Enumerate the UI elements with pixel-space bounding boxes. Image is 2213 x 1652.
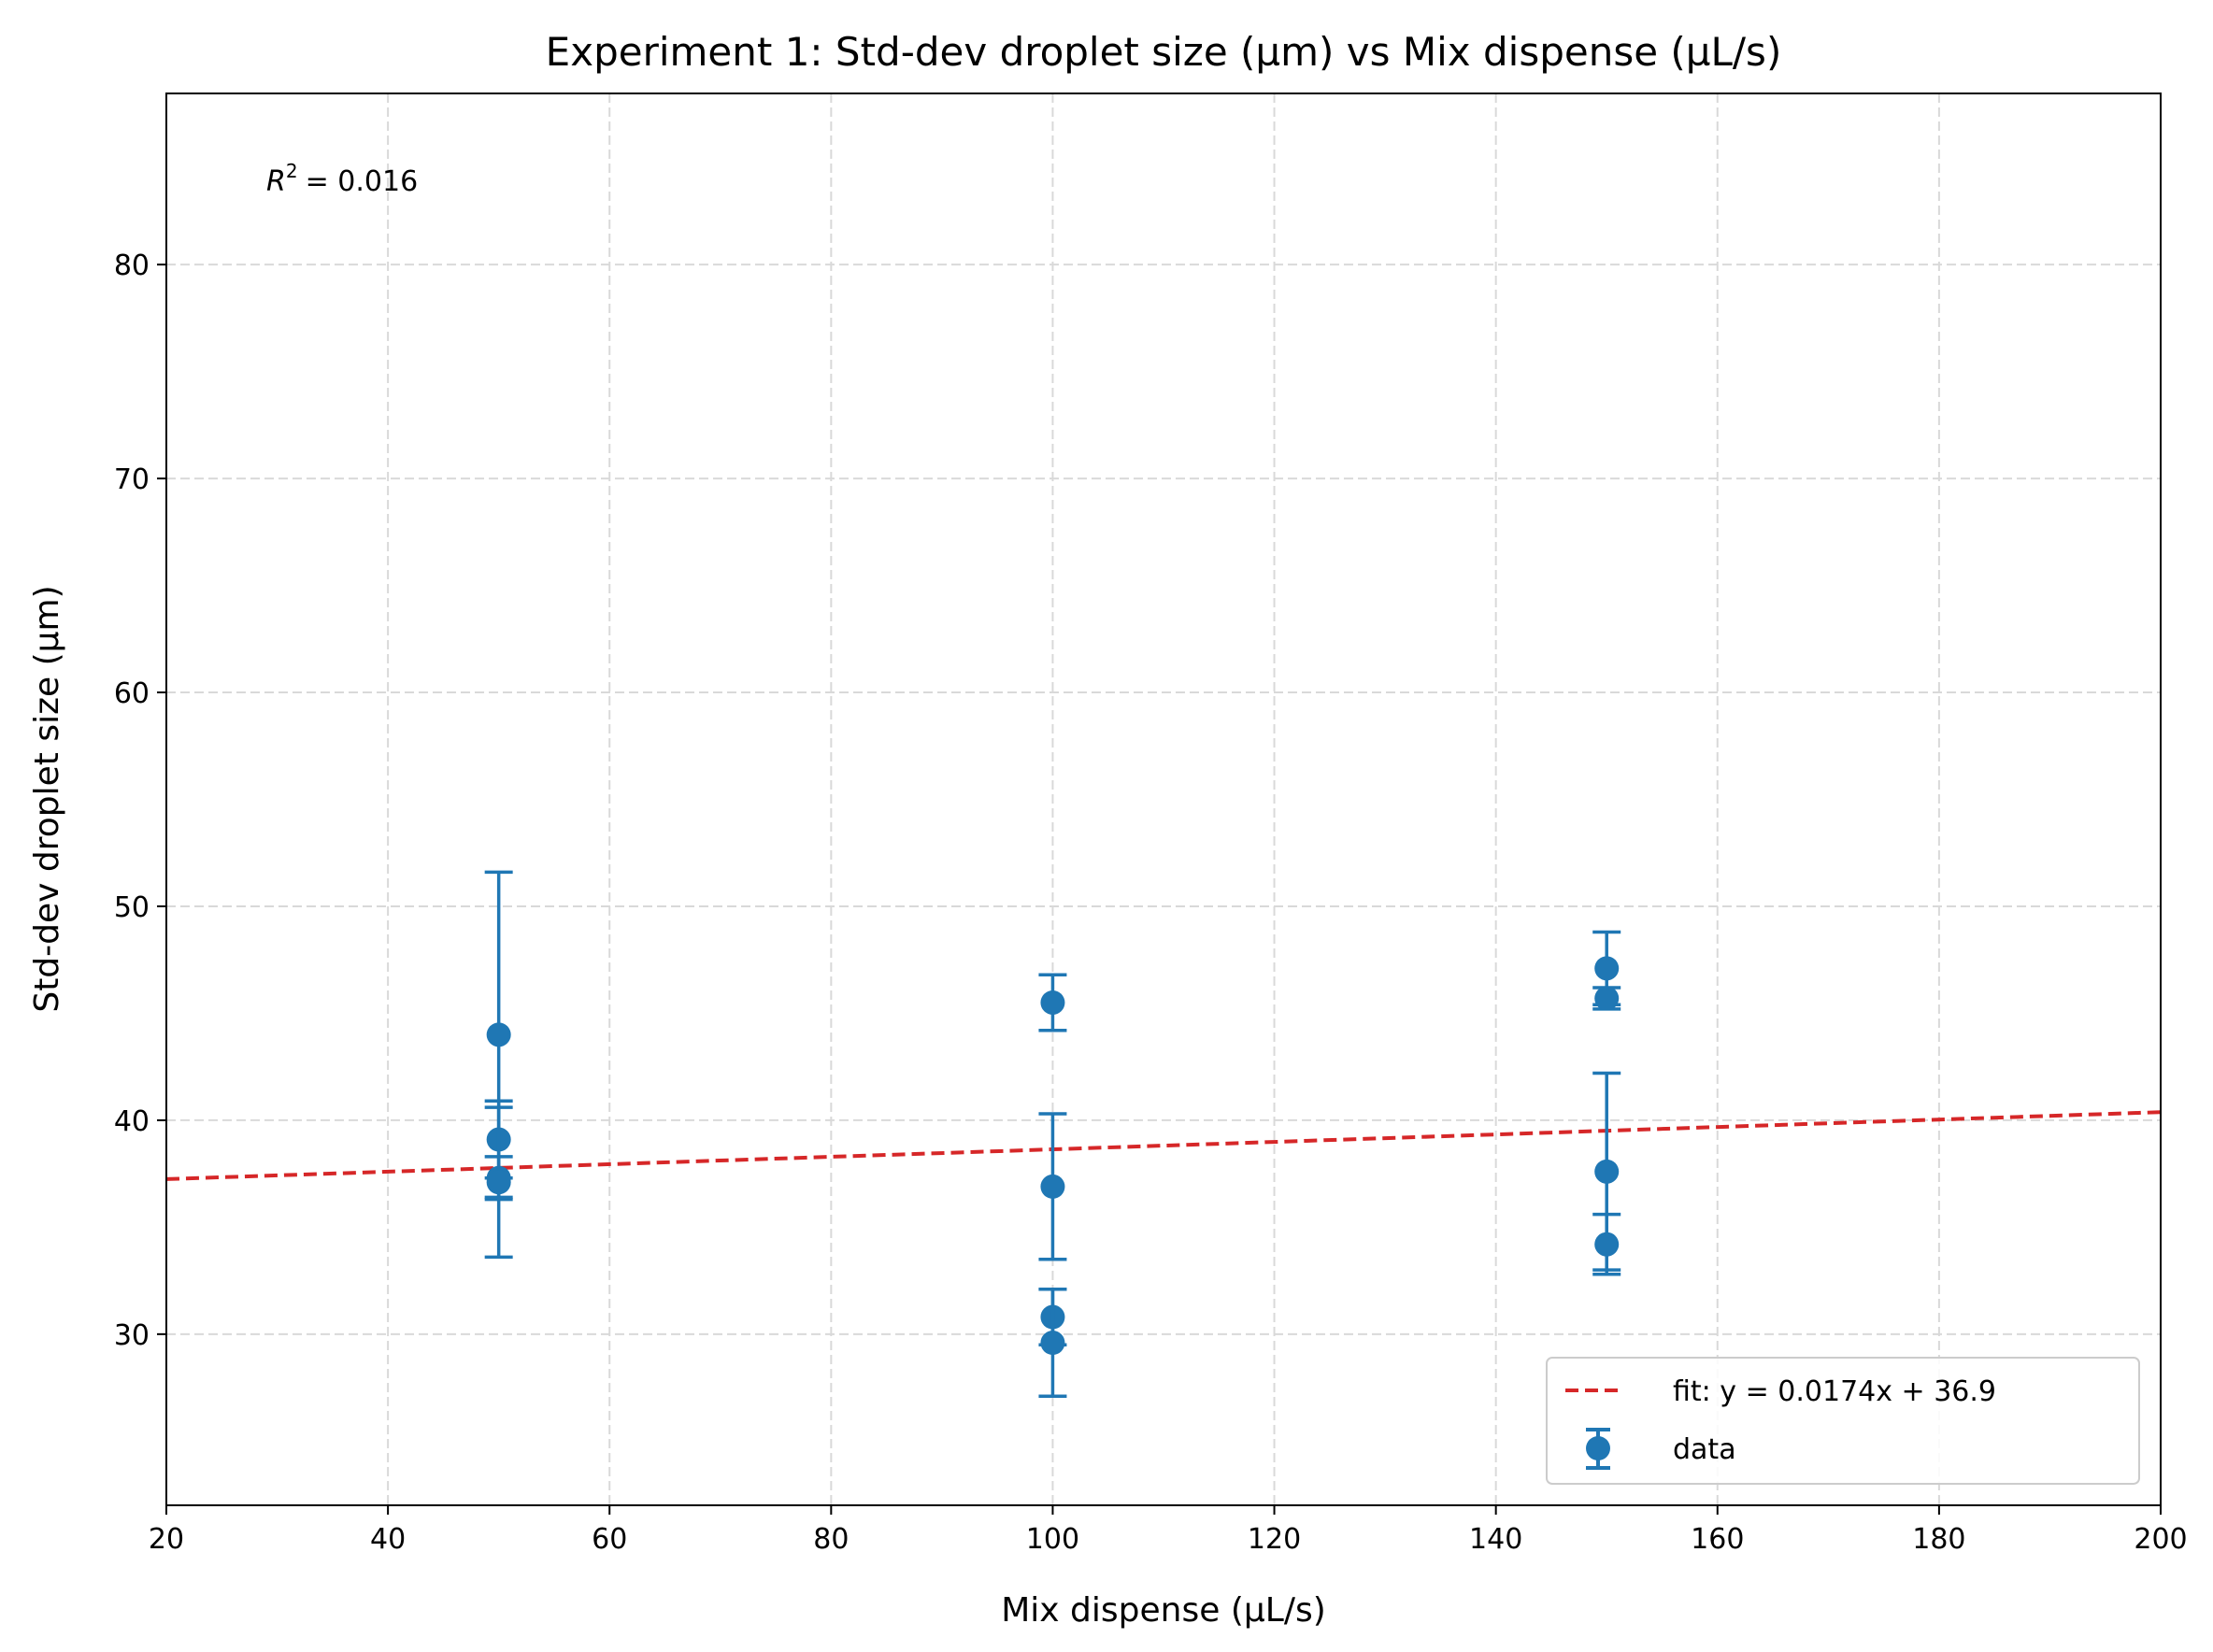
data-layer xyxy=(484,870,1621,1398)
y-tick-label: 80 xyxy=(114,249,150,282)
plot-frame xyxy=(165,93,2162,1506)
x-tick-label: 80 xyxy=(813,1523,849,1556)
data-marker xyxy=(1594,1232,1620,1257)
x-tick-label: 180 xyxy=(1912,1523,1965,1556)
y-tick-label: 40 xyxy=(114,1105,150,1138)
legend-data-swatch xyxy=(1586,1428,1610,1470)
data-marker xyxy=(1594,956,1620,981)
data-marker xyxy=(486,1170,511,1195)
legend-data-label: data xyxy=(1673,1433,1736,1466)
data-point xyxy=(484,1105,513,1260)
data-point xyxy=(1038,1288,1067,1398)
legend-box xyxy=(1546,1357,2140,1485)
x-tick-label: 100 xyxy=(1026,1523,1079,1556)
data-marker xyxy=(486,1022,511,1047)
grid xyxy=(166,93,2161,1505)
data-marker xyxy=(1040,1331,1065,1356)
data-marker xyxy=(1594,986,1620,1011)
data-point xyxy=(1038,973,1067,1032)
data-point xyxy=(1038,1112,1067,1261)
x-tick-label: 40 xyxy=(370,1523,406,1556)
y-tick-label: 50 xyxy=(114,891,150,924)
x-tick-label: 160 xyxy=(1691,1523,1744,1556)
x-tick-label: 120 xyxy=(1248,1523,1301,1556)
y-axis-label: Std-dev droplet size (µm) xyxy=(28,585,66,1012)
x-tick-label: 60 xyxy=(592,1523,627,1556)
chart-title: Experiment 1: Std-dev droplet size (µm) … xyxy=(546,29,1782,75)
legend: fit: y = 0.0174x + 36.9 data xyxy=(1546,1357,2140,1485)
ticks: 20 40 60 80 100 120 140 160 180 200 30 40 50 60 70 80 xyxy=(114,249,2188,1556)
data-point xyxy=(1592,986,1621,1011)
data-marker xyxy=(1594,1159,1620,1184)
x-axis-label: Mix dispense (µL/s) xyxy=(1001,1591,1326,1630)
data-point xyxy=(1592,1212,1621,1276)
y-tick-label: 60 xyxy=(114,677,150,710)
x-tick-label: 140 xyxy=(1469,1523,1522,1556)
y-tick-label: 30 xyxy=(114,1319,150,1352)
x-tick-label: 200 xyxy=(2134,1523,2187,1556)
data-marker xyxy=(1040,1174,1065,1199)
x-tick-label: 20 xyxy=(149,1523,184,1556)
legend-fit-label: fit: y = 0.0174x + 36.9 xyxy=(1673,1375,1996,1408)
r-squared-annotation: R2 = 0.016 xyxy=(266,160,418,198)
data-marker xyxy=(1040,990,1065,1015)
y-tick-label: 70 xyxy=(114,463,150,496)
